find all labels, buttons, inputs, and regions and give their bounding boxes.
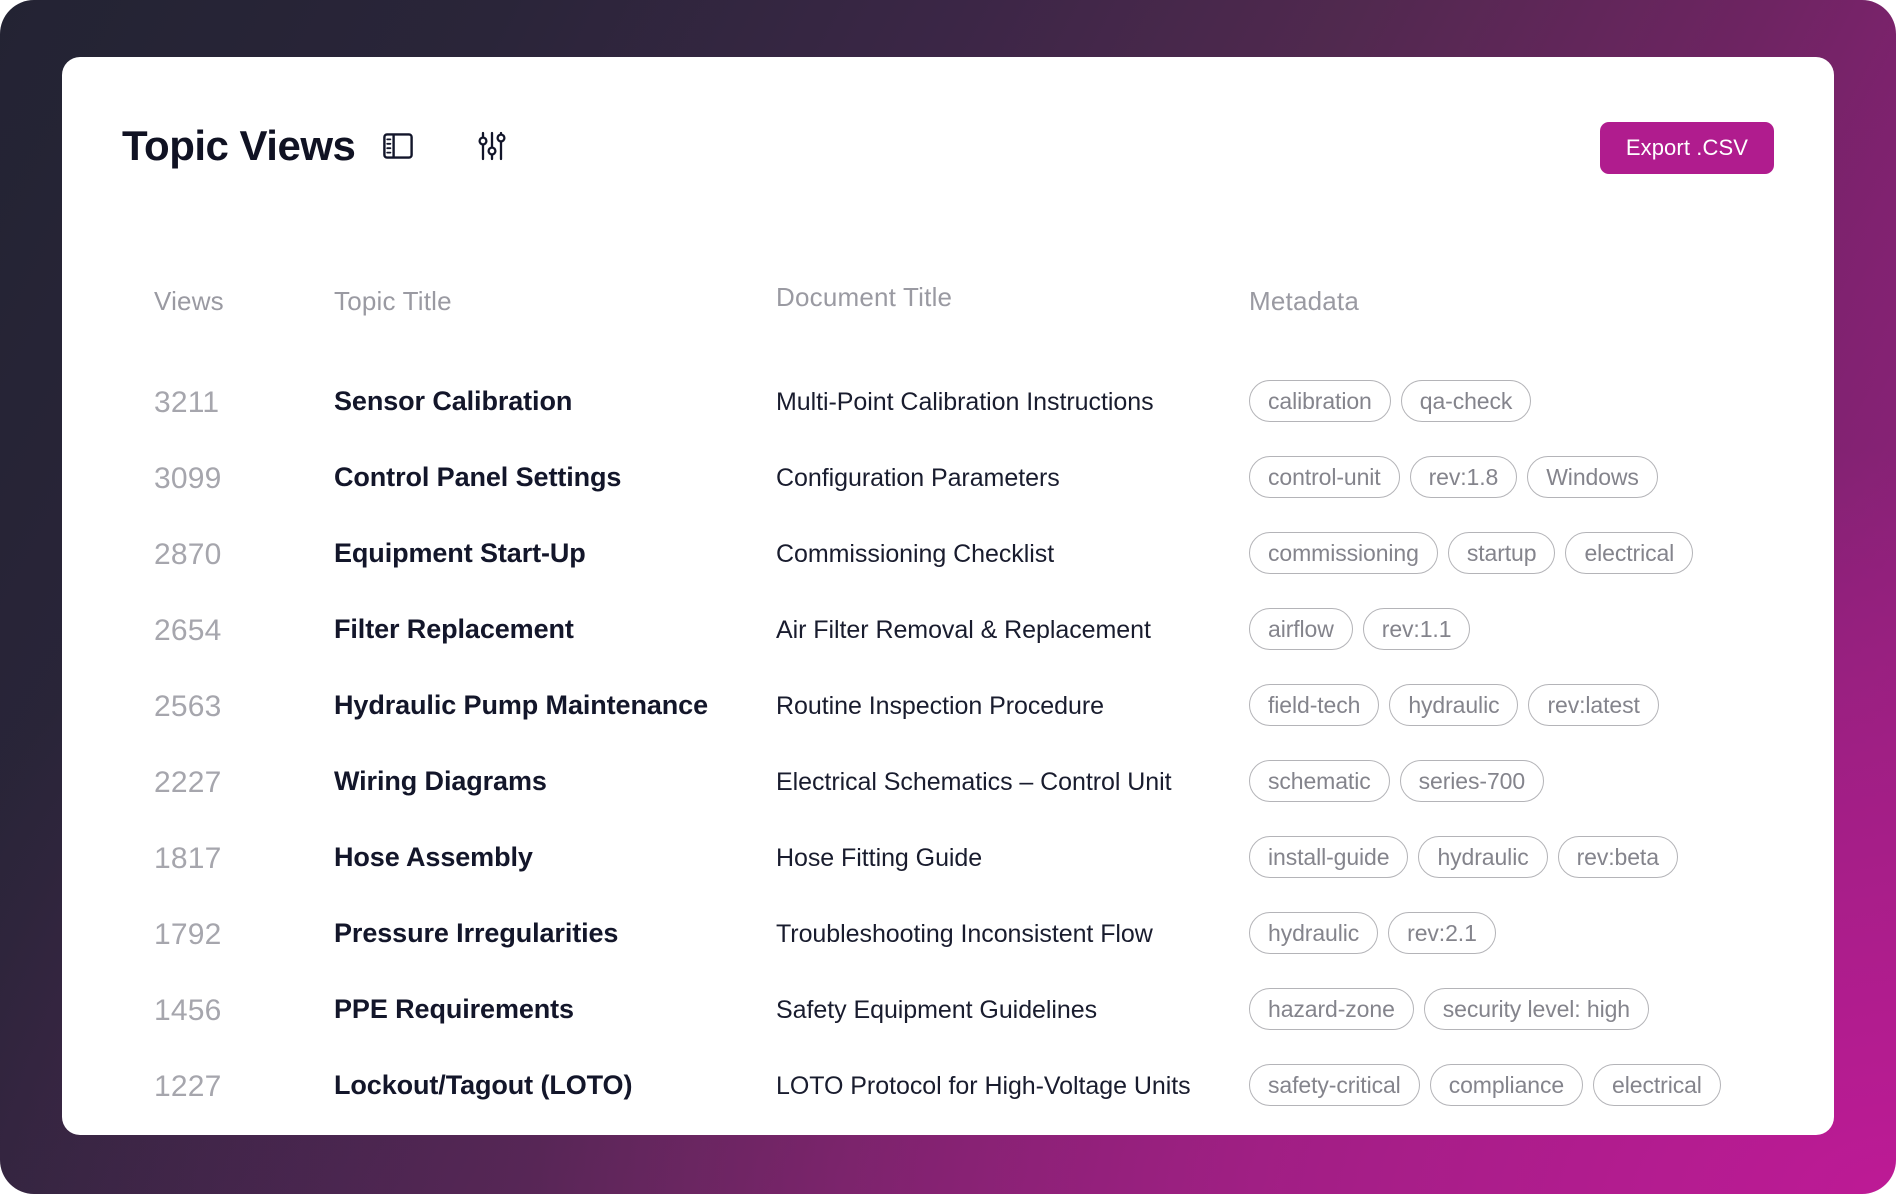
column-header-document-title: Document Title: [776, 282, 953, 312]
topic-views-table: Views Topic Title Document Title Metadat…: [62, 272, 1834, 1124]
table-row[interactable]: 1792 Pressure Irregularities Troubleshooti…: [62, 896, 1834, 972]
card-header: Topic Views: [62, 122, 1834, 185]
cell-topic-title[interactable]: Equipment Start-Up: [334, 538, 586, 568]
metadata-tag[interactable]: rev:1.8: [1409, 456, 1518, 498]
metadata-tag[interactable]: rev:1.1: [1362, 608, 1471, 650]
column-header-metadata: Metadata: [1249, 286, 1360, 316]
sliders-filter-icon[interactable]: [475, 129, 509, 163]
cell-document-title[interactable]: Routine Inspection Procedure: [776, 692, 1104, 720]
metadata-tag[interactable]: hydraulic: [1389, 684, 1519, 726]
metadata-tag[interactable]: commissioning: [1249, 532, 1438, 574]
cell-views: 2563: [154, 690, 222, 723]
metadata-tag[interactable]: hydraulic: [1249, 912, 1379, 954]
metadata-tag[interactable]: hazard-zone: [1249, 988, 1414, 1030]
metadata-tag[interactable]: startup: [1447, 532, 1556, 574]
cell-document-title[interactable]: LOTO Protocol for High-Voltage Units: [776, 1072, 1191, 1100]
metadata-tag[interactable]: rev:latest: [1528, 684, 1659, 726]
metadata-tag[interactable]: install-guide: [1249, 836, 1409, 878]
metadata-tag[interactable]: qa-check: [1400, 380, 1532, 422]
cell-document-title[interactable]: Configuration Parameters: [776, 464, 1060, 492]
table-row[interactable]: 2654 Filter Replacement Air Filter Removal…: [62, 592, 1834, 668]
table-row[interactable]: 1817 Hose Assembly Hose Fitting Guide insta…: [62, 820, 1834, 896]
table-header-row: Views Topic Title Document Title Metadat…: [62, 272, 1834, 364]
cell-topic-title[interactable]: Hydraulic Pump Maintenance: [334, 690, 708, 720]
cell-metadata: install-guide hydraulic rev:beta: [1249, 836, 1678, 878]
metadata-tag[interactable]: electrical: [1565, 532, 1694, 574]
metadata-tag[interactable]: schematic: [1249, 760, 1390, 802]
cell-topic-title[interactable]: Filter Replacement: [334, 614, 574, 644]
page-title: Topic Views: [122, 122, 356, 169]
cell-views: 3099: [154, 462, 222, 495]
cell-metadata: airflow rev:1.1: [1249, 608, 1471, 650]
table-row[interactable]: 2227 Wiring Diagrams Electrical Schematics…: [62, 744, 1834, 820]
cell-document-title[interactable]: Safety Equipment Guidelines: [776, 996, 1098, 1024]
column-header-topic-title: Topic Title: [334, 286, 452, 316]
metadata-tag[interactable]: hydraulic: [1418, 836, 1548, 878]
metadata-tag[interactable]: rev:beta: [1557, 836, 1678, 878]
metadata-tag[interactable]: security level: high: [1423, 988, 1649, 1030]
table-body: 3211 Sensor Calibration Multi-Point Calibr…: [62, 364, 1834, 1124]
cell-topic-title[interactable]: Hose Assembly: [334, 842, 533, 872]
metadata-tag[interactable]: compliance: [1429, 1064, 1584, 1106]
cell-topic-title[interactable]: Sensor Calibration: [334, 386, 573, 416]
cell-views: 2654: [154, 614, 222, 647]
table-row[interactable]: 3211 Sensor Calibration Multi-Point Calibr…: [62, 364, 1834, 440]
metadata-tag[interactable]: calibration: [1249, 380, 1391, 422]
cell-metadata: hydraulic rev:2.1: [1249, 912, 1496, 954]
cell-document-title[interactable]: Air Filter Removal & Replacement: [776, 616, 1151, 644]
export-csv-button[interactable]: Export .CSV: [1599, 122, 1774, 174]
cell-metadata: field-tech hydraulic rev:latest: [1249, 684, 1659, 726]
cell-metadata: safety-critical compliance electrical: [1249, 1064, 1721, 1106]
cell-document-title[interactable]: Hose Fitting Guide: [776, 844, 983, 872]
cell-views: 1817: [154, 842, 222, 875]
cell-views: 1227: [154, 1070, 222, 1103]
metadata-tag[interactable]: safety-critical: [1249, 1064, 1420, 1106]
cell-metadata: commissioning startup electrical: [1249, 532, 1694, 574]
table-row[interactable]: 1456 PPE Requirements Safety Equipment Gui…: [62, 972, 1834, 1048]
metadata-tag[interactable]: electrical: [1593, 1064, 1721, 1106]
cell-topic-title[interactable]: Pressure Irregularities: [334, 918, 619, 948]
panel-layout-icon[interactable]: [381, 129, 415, 163]
cell-topic-title[interactable]: PPE Requirements: [334, 994, 574, 1024]
metadata-tag[interactable]: Windows: [1527, 456, 1658, 498]
cell-views: 3211: [154, 386, 220, 419]
table-row[interactable]: 3099 Control Panel Settings Configuration …: [62, 440, 1834, 516]
cell-views: 1792: [154, 918, 222, 951]
table-row[interactable]: 1227 Lockout/Tagout (LOTO) LOTO Protocol f…: [62, 1048, 1834, 1124]
table-row[interactable]: 2563 Hydraulic Pump Maintenance Routine In…: [62, 668, 1834, 744]
cell-metadata: control-unit rev:1.8 Windows: [1249, 456, 1658, 498]
metadata-tag[interactable]: series-700: [1399, 760, 1545, 802]
cell-views: 2227: [154, 766, 222, 799]
cell-document-title[interactable]: Troubleshooting Inconsistent Flow: [776, 920, 1153, 948]
title-group: Topic Views: [122, 125, 509, 167]
cell-document-title[interactable]: Electrical Schematics – Control Unit: [776, 768, 1172, 796]
table-row[interactable]: 2870 Equipment Start-Up Commissioning Chec…: [62, 516, 1834, 592]
metadata-tag[interactable]: rev:2.1: [1388, 912, 1496, 954]
metadata-tag[interactable]: control-unit: [1249, 456, 1400, 498]
cell-topic-title[interactable]: Lockout/Tagout (LOTO): [334, 1070, 633, 1100]
cell-metadata: schematic series-700: [1249, 760, 1545, 802]
content-card: Topic Views: [62, 57, 1834, 1135]
metadata-tag[interactable]: field-tech: [1249, 684, 1380, 726]
cell-views: 2870: [154, 538, 222, 571]
cell-topic-title[interactable]: Wiring Diagrams: [334, 766, 547, 796]
cell-metadata: hazard-zone security level: high: [1249, 988, 1649, 1030]
cell-document-title[interactable]: Multi-Point Calibration Instructions: [776, 388, 1154, 416]
cell-document-title[interactable]: Commissioning Checklist: [776, 540, 1055, 568]
cell-views: 1456: [154, 994, 222, 1027]
cell-metadata: calibration qa-check: [1249, 380, 1532, 422]
metadata-tag[interactable]: airflow: [1249, 608, 1353, 650]
column-header-views: Views: [154, 286, 224, 316]
cell-topic-title[interactable]: Control Panel Settings: [334, 462, 622, 492]
